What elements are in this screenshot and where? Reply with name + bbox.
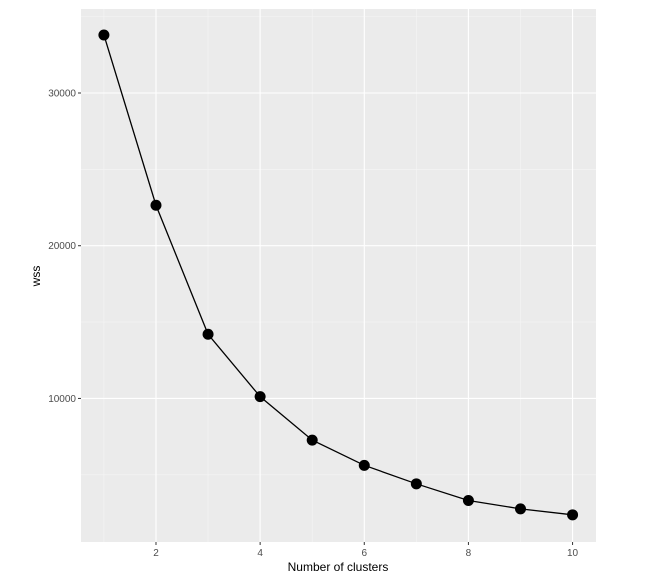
- plot-panel: [81, 9, 596, 542]
- data-point: [98, 29, 110, 41]
- data-point: [202, 328, 214, 340]
- x-tick-label: 8: [466, 548, 472, 559]
- y-axis-tick-labels: 10000 20000 30000: [48, 88, 76, 404]
- x-axis-tick-labels: 2 4 6 8 10: [153, 548, 578, 559]
- series-line: [103, 34, 573, 516]
- x-tick-label: 2: [153, 548, 159, 559]
- data-point: [150, 199, 162, 211]
- major-gridlines: [81, 9, 596, 542]
- series-lines: [103, 34, 573, 516]
- data-point: [254, 391, 266, 403]
- x-axis-title: Number of clusters: [288, 560, 389, 574]
- y-tick-label: 20000: [48, 241, 76, 252]
- data-point: [410, 478, 422, 490]
- data-point: [358, 459, 370, 471]
- axis-ticks: [78, 92, 574, 545]
- data-point: [514, 503, 526, 515]
- data-point: [306, 434, 318, 446]
- data-point: [567, 509, 579, 521]
- x-tick-label: 10: [567, 548, 579, 559]
- series-points: [98, 29, 579, 521]
- x-tick-label: 4: [257, 548, 263, 559]
- y-tick-label: 30000: [48, 88, 76, 99]
- data-point: [462, 494, 474, 506]
- y-tick-label: 10000: [48, 394, 76, 405]
- x-tick-label: 6: [361, 548, 367, 559]
- minor-gridlines: [81, 9, 596, 542]
- y-axis-title: wss: [29, 266, 43, 288]
